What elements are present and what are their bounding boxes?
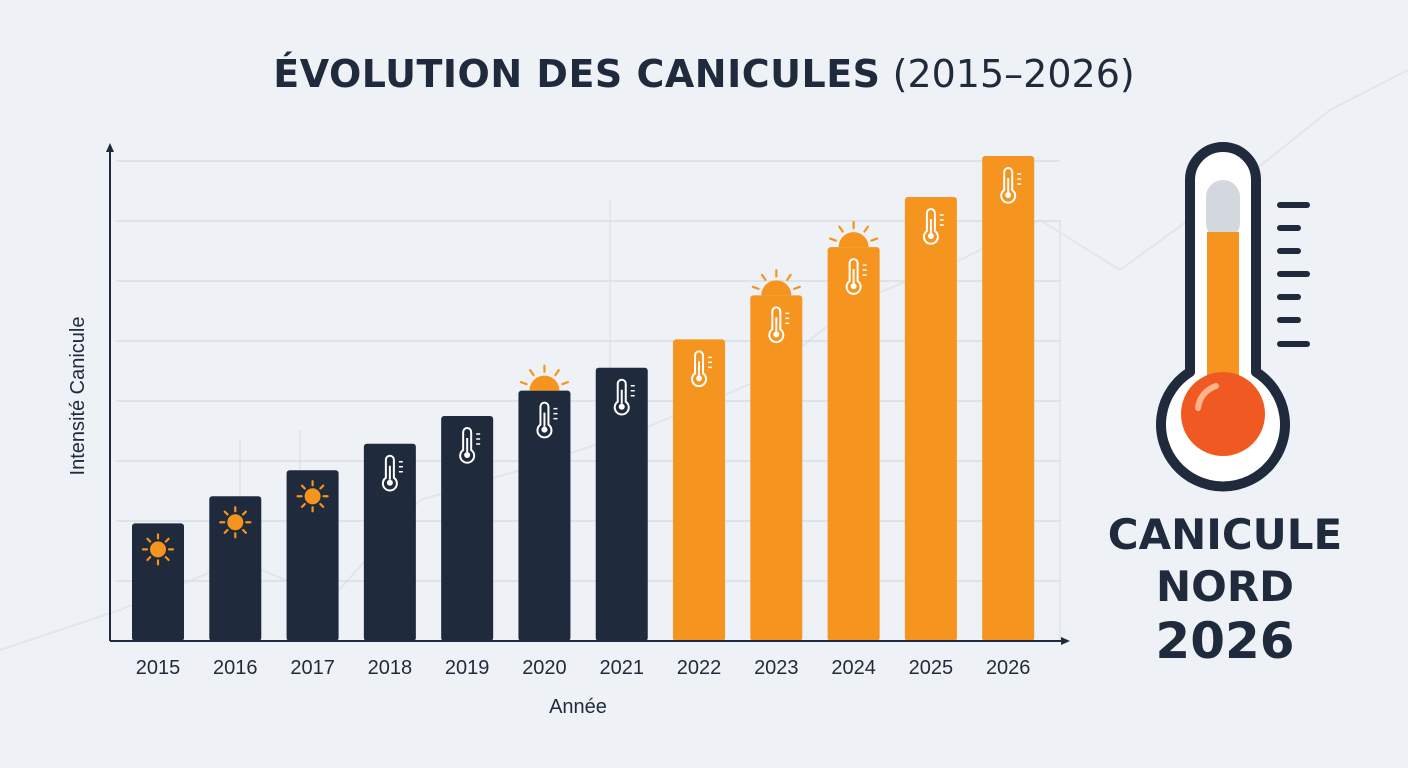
- thermometer-icon: [459, 427, 481, 464]
- thermometer-tube-empty: [1206, 180, 1240, 240]
- bar-2023: [750, 295, 803, 641]
- x-tick-2024: 2024: [831, 657, 876, 679]
- x-tick-2018: 2018: [368, 657, 413, 679]
- x-tick-2022: 2022: [677, 657, 722, 679]
- bar-2026: [982, 156, 1035, 641]
- sun-icon: [219, 506, 252, 539]
- x-tick-2021: 2021: [599, 657, 644, 679]
- bar-2017: [286, 470, 339, 641]
- x-axis-label: Année: [549, 696, 607, 718]
- thermometer-scale-marks: [1277, 202, 1310, 347]
- thermometer-icon: [536, 401, 558, 439]
- x-tick-2026: 2026: [986, 657, 1031, 679]
- thermometer-icon: [1000, 167, 1022, 204]
- thermometer-icon: [922, 208, 944, 245]
- x-tick-2023: 2023: [754, 657, 799, 679]
- gridlines: [116, 160, 1060, 582]
- bar-2022: [673, 339, 726, 641]
- x-axis-arrow: [1061, 637, 1070, 645]
- thermometer-icon: [613, 378, 635, 416]
- bar-icons-group: [141, 167, 1022, 566]
- x-tick-2025: 2025: [909, 657, 954, 679]
- y-axis-label: Intensité Canicule: [67, 317, 89, 476]
- x-tick-2015: 2015: [136, 657, 181, 679]
- bar-2025: [904, 197, 957, 641]
- axes: [106, 143, 1070, 645]
- bar-2021: [595, 367, 648, 641]
- sun-icon: [829, 220, 879, 248]
- sun-icon: [751, 269, 801, 296]
- thermometer-icon: [845, 258, 867, 295]
- bar-2024: [827, 247, 880, 641]
- chart-title: ÉVOLUTION DES CANICULES (2015–2026): [0, 52, 1408, 96]
- x-tick-labels: 2015 2016 2017 2018 2019 2020 2021 2022 2023 2024…: [136, 657, 1031, 679]
- sun-icon: [519, 364, 570, 391]
- chart-title-main: ÉVOLUTION DES CANICULES: [273, 52, 881, 96]
- side-heading-line1: CANICULE: [1107, 510, 1343, 559]
- x-tick-2019: 2019: [445, 657, 490, 679]
- thermometer-illustration: [1156, 142, 1310, 492]
- thermometer-icon: [691, 350, 713, 388]
- y-axis-arrow: [106, 143, 114, 152]
- side-heading-line2: NORD: [1155, 562, 1295, 611]
- x-tick-2016: 2016: [213, 657, 258, 679]
- side-heading-line3: 2026: [1155, 612, 1295, 670]
- bar-2020: [518, 390, 571, 641]
- bar-2015: [132, 523, 184, 641]
- sun-icon: [296, 480, 329, 513]
- bars-group: [132, 156, 1035, 641]
- thermometer-bulb: [1181, 372, 1265, 456]
- bar-2018: [363, 443, 416, 641]
- x-tick-2017: 2017: [290, 657, 335, 679]
- thermometer-icon: [768, 306, 790, 344]
- thermometer-bulb-shine: [1195, 383, 1219, 411]
- x-tick-2020: 2020: [522, 657, 567, 679]
- thermometer-icon: [381, 454, 403, 492]
- bar-2019: [441, 415, 494, 641]
- bar-2016: [209, 496, 262, 641]
- chart-title-years: (2015–2026): [892, 52, 1135, 96]
- sun-icon: [141, 533, 175, 566]
